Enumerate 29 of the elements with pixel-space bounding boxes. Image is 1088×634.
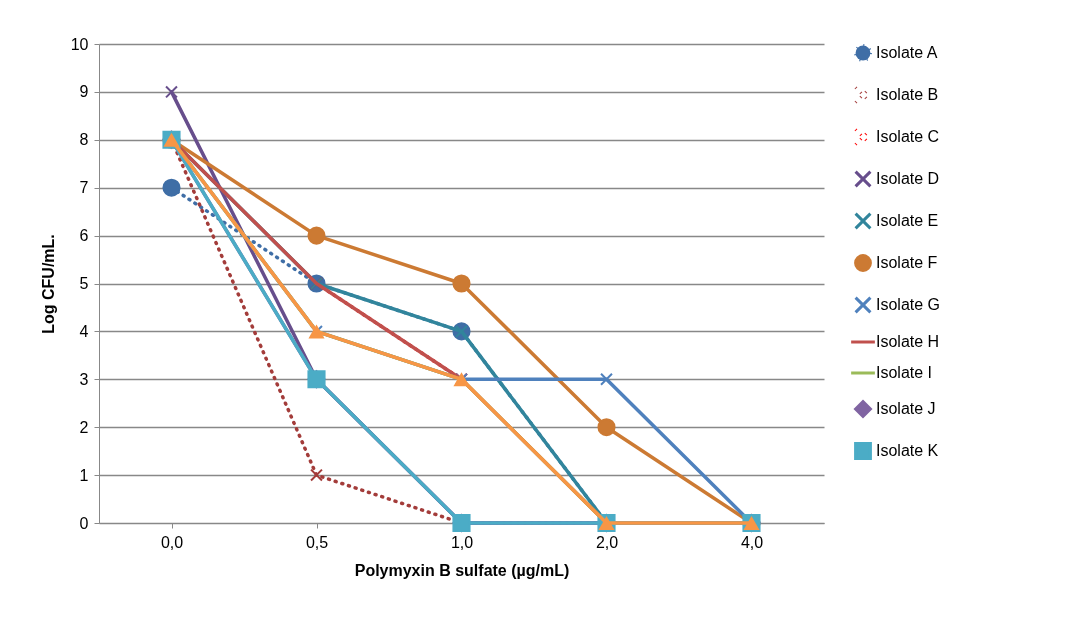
legend-label: Isolate F: [876, 254, 938, 271]
y-tick-label: 2: [79, 418, 89, 436]
legend-label: Isolate J: [876, 400, 936, 417]
x-tick-label: 2,0: [595, 533, 619, 551]
y-tick-label: 0: [79, 514, 89, 532]
legend-label: Isolate I: [876, 364, 933, 381]
y-tick-label: 1: [79, 466, 89, 484]
legend-label: Isolate D: [876, 170, 940, 187]
x-tick-label: 4,0: [740, 533, 764, 551]
y-tick-label: 3: [79, 370, 89, 388]
y-tick-label: 7: [79, 179, 89, 197]
legend-label: Isolate E: [876, 212, 939, 229]
x-tick-label: 1,0: [450, 533, 474, 551]
legend-label: Isolate H: [876, 333, 940, 350]
legend-label: Isolate A: [876, 44, 938, 61]
legend-label: Isolate G: [876, 296, 941, 313]
y-tick-label: 10: [70, 35, 89, 53]
y-tick-label: 4: [79, 322, 89, 340]
legend-label: Isolate C: [876, 128, 940, 145]
y-axis-title: Log CFU/mL.: [39, 234, 57, 334]
y-tick-label: 8: [79, 131, 89, 149]
x-tick-label: 0,0: [160, 533, 184, 551]
y-tick-label: 9: [79, 83, 89, 101]
legend-label: Isolate B: [876, 86, 939, 103]
legend-label: Isolate K: [876, 442, 939, 459]
y-tick-label: 5: [79, 275, 89, 292]
x-tick-label: 0,5: [305, 533, 329, 551]
y-tick-label: 6: [79, 227, 89, 245]
x-axis-title: Polymyxin B sulfate (µg/mL): [354, 561, 570, 579]
